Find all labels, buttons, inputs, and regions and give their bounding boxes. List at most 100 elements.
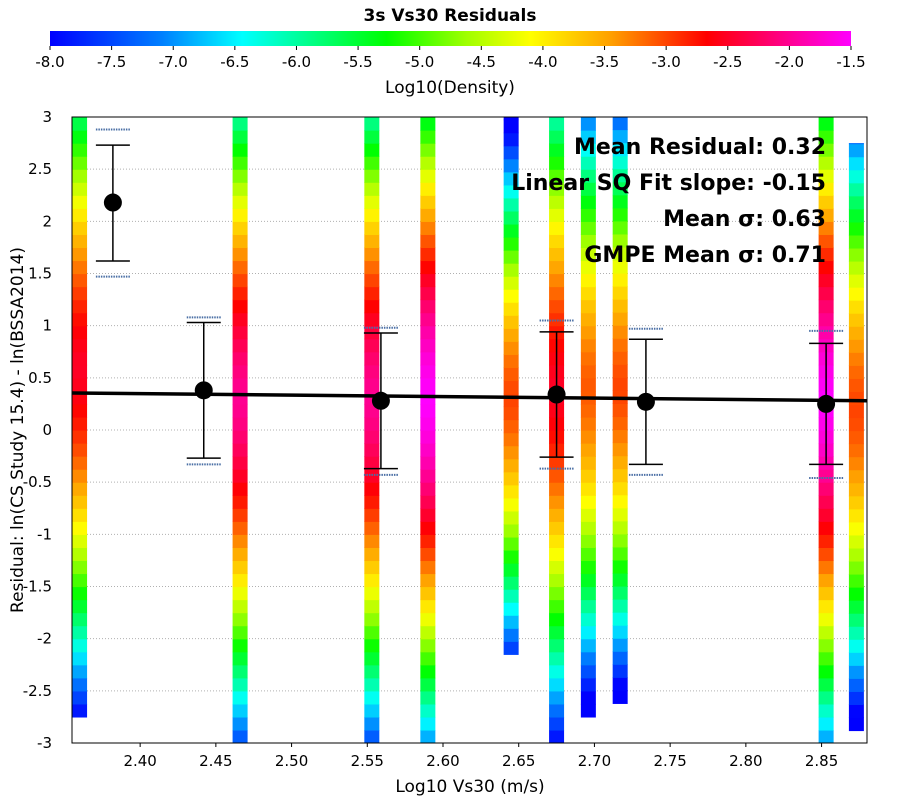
density-cell bbox=[232, 299, 248, 314]
density-cell bbox=[549, 677, 565, 692]
density-cell bbox=[580, 651, 596, 666]
density-cell bbox=[612, 129, 628, 144]
density-cell bbox=[364, 338, 380, 353]
density-cell bbox=[848, 560, 864, 575]
density-cell bbox=[503, 223, 519, 238]
density-cell bbox=[420, 430, 436, 444]
density-cell bbox=[420, 547, 436, 562]
density-cell bbox=[232, 651, 248, 666]
density-cell bbox=[503, 406, 519, 421]
density-cell bbox=[580, 625, 596, 640]
density-cell bbox=[503, 158, 519, 173]
density-cell bbox=[72, 430, 88, 444]
bin-mean-group bbox=[539, 319, 574, 470]
density-cell bbox=[420, 221, 436, 235]
density-cell bbox=[364, 221, 380, 235]
density-cell bbox=[818, 586, 834, 601]
density-cell bbox=[848, 652, 864, 666]
density-cell bbox=[580, 377, 596, 392]
density-cell bbox=[848, 169, 864, 184]
density-cell bbox=[549, 547, 565, 562]
density-cell bbox=[72, 325, 88, 340]
density-cell bbox=[72, 182, 88, 196]
density-cell bbox=[364, 651, 380, 666]
density-cell bbox=[818, 143, 834, 157]
density-cell bbox=[580, 534, 596, 548]
density-cell bbox=[72, 351, 88, 366]
density-cell bbox=[232, 260, 248, 275]
density-cell bbox=[232, 469, 248, 483]
y-tick-label: -2.5 bbox=[23, 682, 52, 700]
density-cell bbox=[364, 377, 380, 392]
density-cell bbox=[420, 403, 436, 418]
density-cell bbox=[848, 365, 864, 379]
colorbar-tick-label: -5.5 bbox=[343, 53, 372, 71]
x-tick-label: 2.80 bbox=[729, 752, 762, 770]
density-cell bbox=[503, 549, 519, 564]
density-cell bbox=[848, 247, 864, 262]
density-cell bbox=[420, 325, 436, 340]
density-cell bbox=[549, 247, 565, 262]
density-cell bbox=[364, 599, 380, 614]
density-cell bbox=[848, 430, 864, 445]
density-cell bbox=[232, 547, 248, 562]
density-cell bbox=[549, 312, 565, 327]
density-cell bbox=[503, 132, 519, 147]
density-cell bbox=[848, 339, 864, 353]
density-cell bbox=[364, 195, 380, 209]
density-cell bbox=[848, 378, 864, 392]
density-cell bbox=[420, 573, 436, 588]
density-cell bbox=[612, 494, 628, 509]
density-cell bbox=[503, 328, 519, 342]
y-tick-label: -1 bbox=[37, 525, 52, 543]
density-cell bbox=[232, 495, 248, 509]
y-tick-label: -1.5 bbox=[23, 578, 52, 596]
density-cell bbox=[848, 260, 864, 275]
density-cell bbox=[72, 208, 88, 222]
density-cell bbox=[580, 456, 596, 470]
density-cell bbox=[420, 456, 436, 470]
density-cell bbox=[72, 495, 88, 509]
density-cell bbox=[612, 572, 628, 587]
density-cell bbox=[549, 729, 565, 743]
density-cell bbox=[420, 247, 436, 262]
x-tick-label: 2.70 bbox=[578, 752, 611, 770]
density-cell bbox=[612, 429, 628, 444]
x-axis-ticks: 2.40 2.45 2.50 2.55 2.60 2.65 2.70 2.75 2.80 2.85 bbox=[123, 743, 838, 770]
density-cell bbox=[232, 156, 248, 170]
density-cell bbox=[232, 443, 248, 457]
density-cell bbox=[612, 612, 628, 626]
density-cell bbox=[612, 690, 628, 704]
density-cell bbox=[503, 432, 519, 447]
density-cell bbox=[549, 156, 565, 170]
density-cell bbox=[612, 442, 628, 457]
density-cell bbox=[549, 221, 565, 235]
density-cell bbox=[232, 716, 248, 731]
density-cell bbox=[72, 117, 88, 131]
density-cell bbox=[580, 273, 596, 288]
density-cell bbox=[364, 299, 380, 314]
density-cell bbox=[612, 286, 628, 300]
density-cell bbox=[420, 521, 436, 535]
density-cell bbox=[549, 195, 565, 209]
density-cell bbox=[549, 716, 565, 731]
density-column bbox=[72, 117, 88, 718]
bin-mean-point bbox=[636, 392, 655, 411]
density-cell bbox=[503, 289, 519, 303]
density-cell bbox=[818, 703, 834, 718]
density-cell bbox=[818, 716, 834, 731]
density-cell bbox=[580, 247, 596, 262]
density-cell bbox=[580, 586, 596, 601]
density-cell bbox=[818, 482, 834, 496]
y-tick-label: 1.5 bbox=[28, 265, 52, 283]
colorbar-tick-label: -2.0 bbox=[775, 53, 804, 71]
density-cell bbox=[580, 169, 596, 183]
y-axis-label: Residual: ln(CS Study 15.4) - ln(BSSA201… bbox=[8, 247, 28, 613]
density-cell bbox=[818, 638, 834, 653]
density-cell bbox=[818, 508, 834, 522]
density-column bbox=[364, 117, 380, 743]
density-cell bbox=[72, 143, 88, 157]
x-tick-label: 2.50 bbox=[275, 752, 308, 770]
density-cell bbox=[232, 221, 248, 235]
density-cell bbox=[503, 458, 519, 473]
